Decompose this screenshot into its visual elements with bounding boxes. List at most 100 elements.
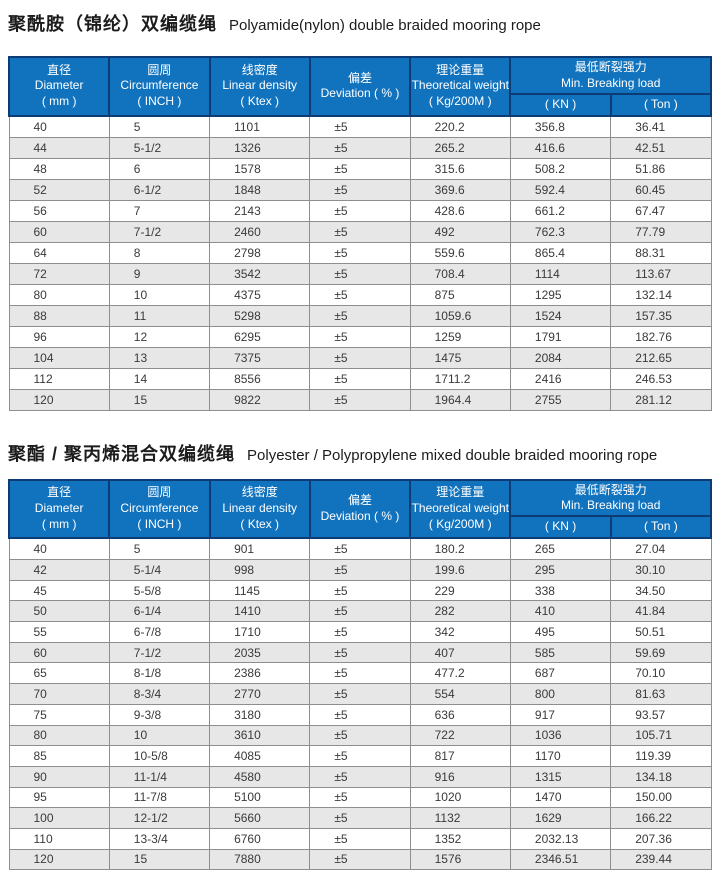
table-cell: 104 — [8, 346, 110, 369]
table-row: 60 7-1/2 2460 ±5 492 762.3 77.79 — [8, 220, 712, 243]
table-cell: 88 — [8, 304, 110, 327]
table-cell: 1020 — [409, 786, 511, 809]
table-cell: 229 — [409, 579, 511, 602]
table-cell: ±5 — [309, 765, 411, 788]
table-cell: 65 — [8, 662, 110, 685]
table-cell: ±5 — [309, 621, 411, 643]
table-cell: 2084 — [509, 346, 612, 369]
table-cell: 8 — [108, 241, 211, 264]
col-header-ton: ( Ton ) — [609, 92, 713, 117]
table-cell: ±5 — [309, 724, 411, 747]
table-row: 42 5-1/4 998 ±5 199.6 295 30.10 — [8, 559, 712, 581]
header-unit-label: ( mm ) — [41, 94, 77, 109]
table-cell: 917 — [509, 703, 612, 726]
table-cell: 9822 — [209, 388, 311, 411]
table-cell: ±5 — [309, 220, 411, 243]
table-cell: 762.3 — [509, 220, 612, 243]
table-row: 64 8 2798 ±5 559.6 865.4 88.31 — [8, 241, 712, 264]
table-row: 52 6-1/2 1848 ±5 369.6 592.4 60.45 — [8, 178, 712, 201]
table-cell: 50 — [8, 600, 110, 623]
table-cell: ±5 — [309, 600, 411, 623]
table-cell: 90 — [8, 765, 110, 788]
section-title-en: Polyester / Polypropylene mixed double b… — [247, 446, 658, 464]
table-cell: 492 — [409, 220, 511, 243]
header-en-label: Circumference — [120, 501, 199, 516]
table-row: 120 15 7880 ±5 1576 2346.51 239.44 — [8, 848, 712, 870]
table-cell: 134.18 — [610, 765, 712, 788]
table-row: 80 10 3610 ±5 722 1036 105.71 — [8, 724, 712, 747]
col-header-kn: ( KN ) — [509, 92, 612, 117]
table-row: 48 6 1578 ±5 315.6 508.2 51.86 — [8, 157, 712, 180]
section-polyamide: 聚酰胺（锦纶）双编缆绳 Polyamide(nylon) double brai… — [7, 0, 713, 411]
table-cell: 1848 — [209, 178, 311, 201]
header-en-label: Theoretical weight — [411, 501, 509, 516]
col-header-kn: ( KN ) — [509, 515, 612, 540]
table-cell: ±5 — [309, 262, 411, 285]
table-cell: ±5 — [309, 283, 411, 306]
table-cell: 661.2 — [509, 199, 612, 222]
table-cell: 477.2 — [409, 662, 511, 685]
table-header: 直径 Diameter ( mm ) 圆周 Circumference ( IN… — [7, 478, 713, 540]
table-cell: 1470 — [509, 786, 612, 809]
table-cell: 60.45 — [610, 178, 712, 201]
table-cell: 2755 — [509, 388, 612, 411]
table-cell: 295 — [509, 559, 612, 581]
table-row: 120 15 9822 ±5 1964.4 2755 281.12 — [8, 388, 712, 411]
table-cell: 15 — [108, 848, 211, 870]
table-cell: 80 — [8, 724, 110, 747]
section-title-zh: 聚酰胺（锦纶）双编缆绳 — [8, 14, 217, 34]
table-cell: ±5 — [309, 157, 411, 180]
table-cell: 5-1/4 — [108, 559, 211, 581]
table-cell: 1964.4 — [409, 388, 511, 411]
table-cell: 81.63 — [610, 683, 712, 705]
header-unit-label: ( INCH ) — [137, 94, 182, 109]
table-cell: 7375 — [209, 346, 311, 369]
table-cell: 45 — [8, 579, 110, 602]
table-cell: 7-1/2 — [108, 641, 211, 664]
table-cell: 410 — [509, 600, 612, 623]
table-row: 45 5-5/8 1145 ±5 229 338 34.50 — [8, 579, 712, 602]
col-header-deviation: 偏差 Deviation ( % ) — [308, 478, 412, 540]
table-cell: 88.31 — [610, 241, 712, 264]
table-cell: 67.47 — [610, 199, 712, 222]
table-cell: ±5 — [309, 136, 411, 159]
table-cell: 60 — [8, 641, 110, 664]
table-cell: ±5 — [309, 304, 411, 327]
table-cell: 687 — [509, 662, 612, 685]
header-zh-label: 偏差 — [347, 70, 372, 85]
table-cell: 1101 — [209, 115, 311, 138]
table-cell: 10-5/8 — [108, 745, 211, 767]
col-header-diameter: 直径 Diameter ( mm ) — [7, 478, 111, 540]
table-cell: 1114 — [509, 262, 612, 285]
table-cell: 282 — [409, 600, 511, 623]
table-cell: 6-7/8 — [108, 621, 211, 643]
table-cell: ±5 — [309, 559, 411, 581]
table-row: 55 6-7/8 1710 ±5 342 495 50.51 — [8, 621, 712, 643]
table-cell: 265 — [509, 537, 612, 561]
table-cell: ±5 — [309, 683, 411, 705]
table-cell: 7880 — [209, 848, 311, 870]
table-cell: 5-1/2 — [108, 136, 211, 159]
table-cell: 77.79 — [610, 220, 712, 243]
header-en-label: Diameter — [34, 78, 84, 93]
table-cell: 1791 — [509, 325, 612, 348]
table-cell: 100 — [8, 807, 110, 829]
table-cell: 1352 — [409, 827, 511, 850]
table-cell: 1259 — [409, 325, 511, 348]
table-cell: 93.57 — [610, 703, 712, 726]
table-cell: 199.6 — [409, 559, 511, 581]
header-en-label: Deviation ( % ) — [320, 86, 400, 101]
table-row: 60 7-1/2 2035 ±5 407 585 59.69 — [8, 641, 712, 664]
table-row: 88 11 5298 ±5 1059.6 1524 157.35 — [8, 304, 712, 327]
table-cell: 80 — [8, 283, 110, 306]
table-cell: 3610 — [209, 724, 311, 747]
header-unit-label: ( Kg/200M ) — [428, 94, 492, 109]
table-cell: 2770 — [209, 683, 311, 705]
table-cell: 1524 — [509, 304, 612, 327]
table-cell: 1629 — [509, 807, 612, 829]
table-cell: 15 — [108, 388, 211, 411]
table-cell: 41.84 — [610, 600, 712, 623]
header-en-label: Diameter — [34, 501, 84, 516]
table-cell: 585 — [509, 641, 612, 664]
table-cell: 110 — [8, 827, 110, 850]
